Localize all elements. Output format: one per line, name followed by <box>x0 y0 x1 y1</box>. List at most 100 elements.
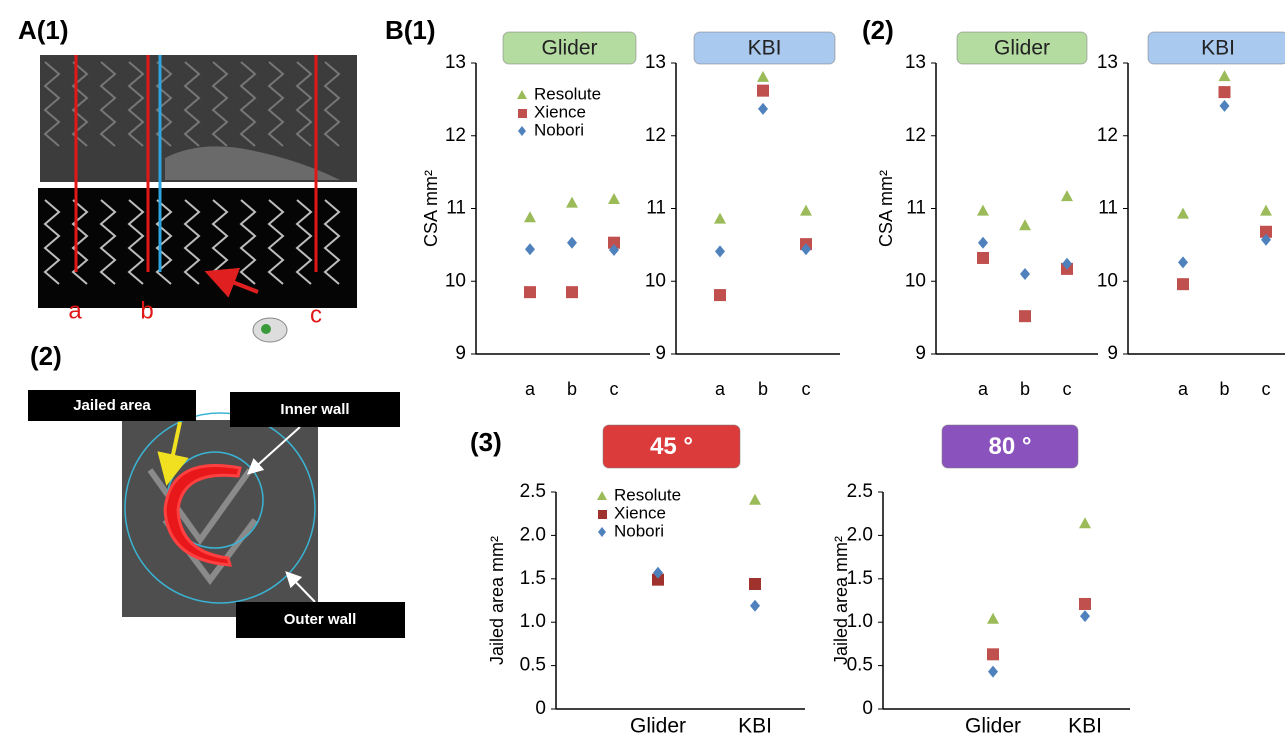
x-tick-label: b <box>758 379 768 399</box>
marker-diamond <box>567 237 577 249</box>
cross-section-image <box>122 420 318 617</box>
section-label: c <box>310 301 322 328</box>
y-tick-label: 2.5 <box>520 481 546 502</box>
marker-triangle <box>1260 205 1272 216</box>
annotation: Jailed area <box>73 397 151 414</box>
x-tick-label: a <box>978 379 989 399</box>
chart-title: 45 ° <box>650 433 693 460</box>
y-tick-label: 10 <box>905 270 926 291</box>
y-axis-label: Jailed area mm² <box>831 536 851 665</box>
y-tick-label: 9 <box>655 343 666 364</box>
x-tick-label: b <box>567 379 577 399</box>
y-tick-label: 13 <box>445 52 466 73</box>
x-tick-label: KBI <box>1068 715 1102 738</box>
chart-title: KBI <box>1201 37 1235 60</box>
marker-triangle <box>800 205 812 216</box>
section-label: a <box>68 297 82 324</box>
chart-title: 80 ° <box>989 433 1032 460</box>
lower-image <box>38 188 357 308</box>
x-tick-label: a <box>1178 379 1189 399</box>
legend-marker <box>517 90 527 99</box>
y-tick-label: 1.0 <box>520 611 546 632</box>
annotation: Inner wall <box>280 401 349 418</box>
y-tick-label: 10 <box>1097 270 1118 291</box>
x-tick-label: b <box>1020 379 1030 399</box>
marker-square <box>749 578 761 590</box>
marker-diamond <box>1178 256 1188 268</box>
y-tick-label: 12 <box>1097 125 1118 146</box>
page: A(1) a b c (2) Jailed area Inner wall Ou… <box>0 0 1285 740</box>
y-tick-label: 11 <box>446 198 466 219</box>
marker-square <box>977 252 989 264</box>
x-tick-label: a <box>715 379 726 399</box>
annotation: Outer wall <box>284 611 357 628</box>
y-tick-label: 13 <box>905 52 926 73</box>
y-tick-label: 12 <box>445 125 466 146</box>
marker-triangle <box>714 213 726 224</box>
legend-label: Resolute <box>614 485 681 504</box>
figure: A(1) a b c (2) Jailed area Inner wall Ou… <box>0 0 1285 740</box>
x-tick-label: b <box>1219 379 1229 399</box>
x-tick-label: c <box>1063 379 1072 399</box>
legend-marker <box>597 491 607 500</box>
marker-triangle <box>987 613 999 624</box>
marker-square <box>987 648 999 660</box>
legend-label: Nobori <box>534 120 584 139</box>
marker-triangle <box>608 193 620 204</box>
marker-triangle <box>1177 208 1189 219</box>
marker-diamond <box>750 600 760 612</box>
marker-triangle <box>749 494 761 505</box>
y-tick-label: 10 <box>445 270 466 291</box>
marker-square <box>1177 278 1189 290</box>
y-axis-label: Jailed area mm² <box>487 536 507 665</box>
eye-icon <box>253 318 287 342</box>
y-tick-label: 13 <box>645 52 666 73</box>
marker-diamond <box>978 237 988 249</box>
marker-square <box>1019 310 1031 322</box>
marker-triangle <box>1061 190 1073 201</box>
y-tick-label: 9 <box>1107 343 1118 364</box>
x-tick-label: c <box>802 379 811 399</box>
y-tick-label: 1.5 <box>520 568 546 589</box>
x-tick-label: c <box>1262 379 1271 399</box>
x-tick-label: Glider <box>630 715 686 738</box>
legend-label: Nobori <box>614 521 664 540</box>
marker-diamond <box>1220 100 1230 112</box>
y-tick-label: 12 <box>645 125 666 146</box>
x-tick-label: KBI <box>738 715 772 738</box>
legend-marker <box>518 126 526 136</box>
x-tick-label: a <box>525 379 536 399</box>
section-label: b <box>140 297 153 324</box>
marker-square <box>757 85 769 97</box>
legend-label: Resolute <box>534 84 601 103</box>
panel-label: (3) <box>470 427 502 457</box>
legend-marker <box>598 527 606 537</box>
y-axis-label: CSA mm² <box>876 170 896 247</box>
marker-diamond <box>1020 268 1030 280</box>
marker-square <box>566 286 578 298</box>
y-tick-label: 12 <box>905 125 926 146</box>
marker-triangle <box>757 71 769 82</box>
legend-label: Xience <box>614 503 666 522</box>
marker-square <box>1219 86 1231 98</box>
y-axis-label: CSA mm² <box>421 170 441 247</box>
marker-square <box>524 286 536 298</box>
stent-image <box>38 55 357 308</box>
legend-label: Xience <box>534 102 586 121</box>
chart-title: KBI <box>748 37 782 60</box>
marker-triangle <box>1219 70 1231 81</box>
y-tick-label: 0.5 <box>520 655 546 676</box>
marker-diamond <box>758 103 768 115</box>
chart-title: Glider <box>541 37 597 60</box>
marker-diamond <box>988 666 998 678</box>
y-tick-label: 9 <box>455 343 466 364</box>
panel-label: (2) <box>30 341 62 371</box>
marker-triangle <box>566 197 578 208</box>
y-tick-label: 11 <box>906 198 926 219</box>
panel-label: (2) <box>862 15 894 45</box>
y-tick-label: 0 <box>862 698 873 719</box>
y-tick-label: 0 <box>535 698 546 719</box>
marker-diamond <box>1080 610 1090 622</box>
panel-label: A(1) <box>18 15 69 45</box>
marker-triangle <box>977 205 989 216</box>
